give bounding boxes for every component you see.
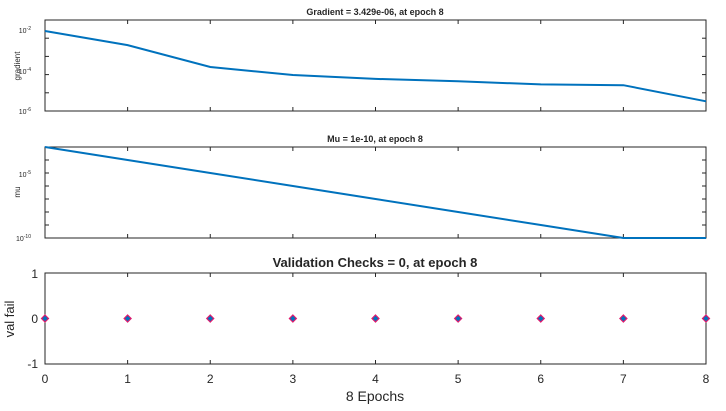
val-ytick-0: 1: [31, 267, 38, 281]
val-xtick-1: 1: [124, 372, 131, 386]
val-fail-marker: [288, 314, 298, 323]
val-fail-marker: [619, 314, 628, 323]
val-xtick-6: 6: [537, 372, 544, 386]
val-fail-marker: [701, 314, 711, 323]
val-panel: Validation Checks = 0, at epoch 8 1 0 -1…: [2, 255, 711, 404]
mu-ytick-0: 10-5: [19, 170, 31, 179]
mu-panel: Mu = 1e-10, at epoch 8 10-5 10-10 mu: [13, 134, 707, 243]
val-xtick-4: 4: [372, 372, 379, 386]
val-ytick-1: 0: [31, 312, 38, 326]
val-xtick-5: 5: [455, 372, 462, 386]
gradient-ylabel: gradient: [13, 51, 22, 81]
val-xtick-8: 8: [703, 372, 710, 386]
val-xlabel: 8 Epochs: [346, 388, 404, 404]
gradient-title: Gradient = 3.429e-06, at epoch 8: [306, 7, 443, 17]
val-fail-marker: [371, 314, 380, 323]
gradient-panel: Gradient = 3.429e-06, at epoch 8 10-2 10…: [13, 7, 707, 116]
val-ylabel: val fail: [2, 300, 17, 337]
mu-ytick-1: 10-10: [16, 234, 31, 243]
gradient-ytick-1: 10-4: [19, 67, 31, 76]
gradient-series-line: [44, 30, 707, 103]
val-title: Validation Checks = 0, at epoch 8: [273, 255, 478, 270]
mu-ylabel: mu: [13, 186, 22, 197]
val-xtick-7: 7: [620, 372, 627, 386]
val-fail-marker: [123, 314, 132, 323]
gradient-ytick-2: 10-6: [19, 107, 31, 116]
val-fail-marker: [536, 314, 546, 323]
val-fail-marker: [453, 314, 463, 323]
mu-axes-box: [44, 146, 707, 239]
val-xtick-0: 0: [42, 372, 49, 386]
val-xtick-3: 3: [290, 372, 297, 386]
val-ytick-2: -1: [27, 357, 38, 371]
val-fail-marker: [40, 314, 50, 323]
val-fail-marker: [205, 314, 215, 323]
gradient-ytick-0: 10-2: [19, 26, 31, 35]
gradient-axes-box: [44, 19, 707, 112]
mu-title: Mu = 1e-10, at epoch 8: [327, 134, 423, 144]
mu-series-line: [44, 146, 706, 239]
val-xtick-2: 2: [207, 372, 214, 386]
